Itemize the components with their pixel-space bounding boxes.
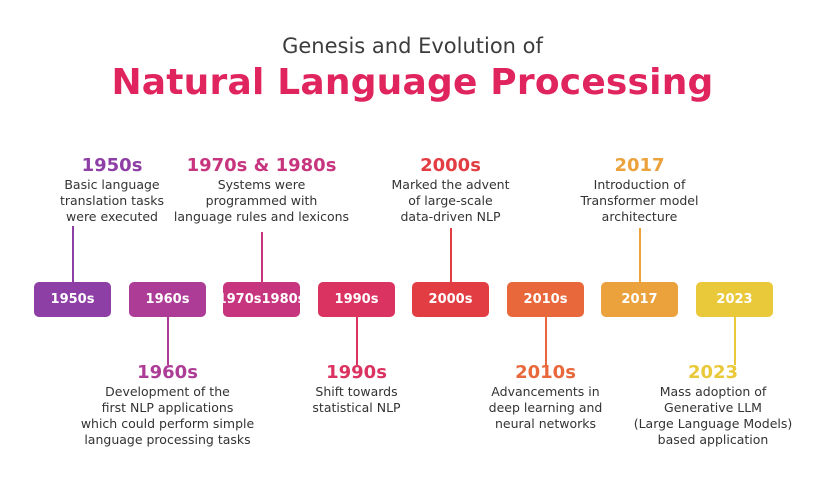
timeline-event-1990s: 1990s Shift towards statistical NLP (247, 362, 467, 416)
timeline-connector (166, 317, 169, 365)
event-description-line: language rules and lexicons (173, 209, 350, 224)
event-description-line: Basic language (64, 177, 160, 192)
timeline-event-2017: 2017 Introduction of Transformer model arch… (530, 155, 750, 225)
timeline-box-2000s: 2000s (412, 282, 489, 317)
timeline-box-1960s: 1960s (129, 282, 206, 317)
event-description-line: neural networks (494, 416, 597, 431)
event-description-line: programmed with (205, 193, 318, 208)
diagram-title: Natural Language Processing (111, 62, 714, 103)
timeline-box-1970s-1980s: 1970s 1980s (218, 282, 305, 317)
timeline-box-1990s: 1990s (318, 282, 395, 317)
timeline-event-2000s: 2000s Marked the advent of large-scale data… (341, 155, 561, 225)
event-description-line: Introduction of (593, 177, 686, 192)
event-heading: 1950s (81, 155, 143, 176)
event-description-line: which could perform simple (80, 416, 255, 431)
timeline-event-1970s-1980s: 1970s & 1980s Systems were programmed with… (152, 155, 372, 225)
timeline-connector (260, 232, 263, 282)
event-description-line: Advancements in (491, 384, 600, 399)
timeline-box-1950s: 1950s (34, 282, 111, 317)
event-description-line: based application (657, 432, 769, 447)
event-heading: 1990s (326, 362, 387, 383)
timeline-box-2010s: 2010s (507, 282, 584, 317)
event-description-line: Marked the advent (391, 177, 510, 192)
event-description-line: of large-scale (408, 193, 493, 208)
event-description-line: (Large Language Models) (633, 416, 793, 431)
timeline-event-1950s: 1950s Basic language translation tasks were… (2, 155, 222, 225)
event-heading: 1960s (137, 362, 198, 383)
event-description-line: language processing tasks (84, 432, 251, 447)
timeline-box-2023: 2023 (696, 282, 773, 317)
timeline-connector (733, 317, 736, 365)
timeline-connector (449, 228, 452, 282)
event-description-line: Generative LLM (664, 400, 762, 415)
timeline-box-2017: 2017 (601, 282, 678, 317)
event-description-line: first NLP applications (101, 400, 234, 415)
timeline-connector (638, 228, 641, 282)
timeline-connector (71, 226, 74, 282)
timeline-event-2023: 2023 Mass adoption of Generative LLM (Large… (603, 362, 823, 448)
timeline-event-1960s: 1960s Development of the first NLP applica… (58, 362, 278, 448)
event-heading: 2023 (687, 362, 739, 383)
timeline-event-2010s: 2010s Advancements in deep learning and neu… (436, 362, 656, 432)
event-description-line: statistical NLP (312, 400, 401, 415)
event-description-line: Systems were (217, 177, 306, 192)
event-description-line: Development of the (105, 384, 230, 399)
event-description-line: architecture (601, 209, 678, 224)
diagram-subtitle: Genesis and Evolution of (282, 34, 543, 58)
event-heading: 1970s & 1980s (186, 155, 337, 176)
event-description-line: data-driven NLP (400, 209, 501, 224)
event-heading: 2017 (614, 155, 665, 176)
event-heading: 2000s (420, 155, 481, 176)
event-description-line: Mass adoption of (659, 384, 767, 399)
timeline-connector (355, 317, 358, 365)
event-description-line: Shift towards (315, 384, 398, 399)
event-description-line: deep learning and (488, 400, 603, 415)
event-description-line: were executed (66, 209, 158, 224)
event-heading: 2010s (515, 362, 576, 383)
event-description-line: Transformer model (580, 193, 699, 208)
event-description-line: translation tasks (59, 193, 164, 208)
timeline-connector (544, 317, 547, 365)
